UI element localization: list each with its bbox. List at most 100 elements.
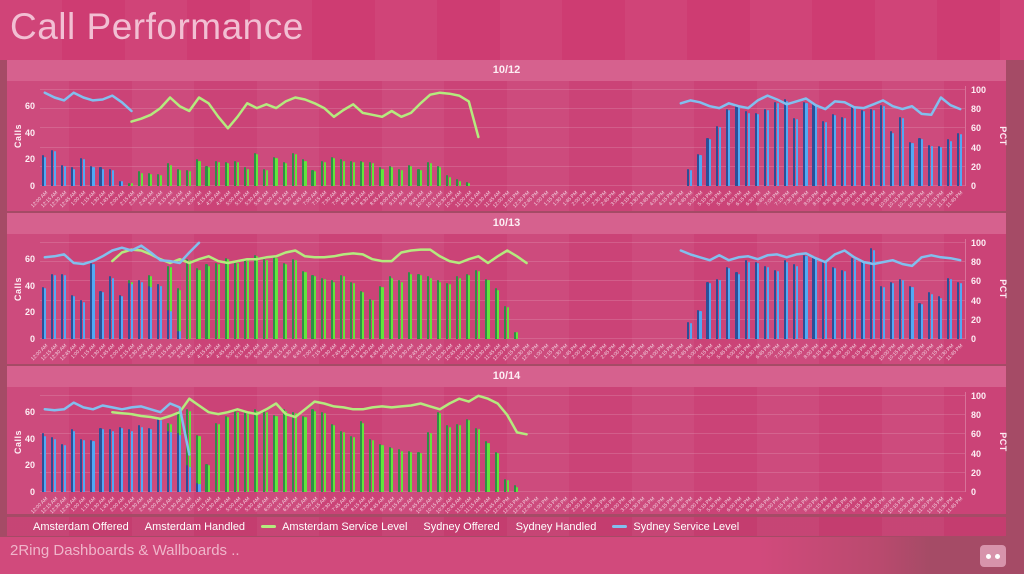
- pager-button[interactable]: [980, 545, 1006, 567]
- bar-sydney-handled: [853, 107, 856, 186]
- bar-sydney-offered: [706, 281, 709, 339]
- bar-amsterdam-offered: [446, 425, 449, 492]
- bar-amsterdam-handled: [362, 162, 365, 186]
- left-axis-tick: 60: [24, 254, 35, 264]
- bar-amsterdam-offered: [427, 432, 430, 492]
- bar-sydney-offered: [870, 248, 873, 339]
- sydney-service-level-swatch: [612, 525, 628, 528]
- bar-amsterdam-offered: [330, 424, 333, 492]
- bar-amsterdam-handled: [391, 448, 394, 492]
- page-title: Call Performance: [10, 6, 304, 47]
- bar-amsterdam-handled: [516, 486, 519, 492]
- bar-sydney-offered: [831, 114, 834, 186]
- bar-sydney-handled: [53, 151, 56, 186]
- legend-label: Amsterdam Service Level: [282, 520, 408, 533]
- bar-sydney-offered: [947, 139, 950, 186]
- bar-amsterdam-offered: [475, 269, 478, 339]
- bar-sydney-offered: [879, 285, 883, 339]
- bar-sydney-offered: [80, 438, 83, 492]
- bar-amsterdam-handled: [477, 429, 480, 492]
- bar-amsterdam-offered: [147, 172, 150, 186]
- bar-amsterdam-offered: [494, 288, 497, 339]
- bar-amsterdam-offered: [166, 265, 170, 339]
- bar-amsterdam-offered: [427, 276, 430, 339]
- gridline: [40, 433, 965, 435]
- right-axis-tick: 0: [971, 334, 977, 344]
- bar-sydney-handled: [911, 287, 914, 339]
- service-level-lines: [43, 241, 962, 268]
- bar-amsterdam-handled: [439, 281, 442, 339]
- bar-amsterdam-handled: [468, 183, 471, 186]
- bar-sydney-handled: [872, 110, 875, 186]
- bar-amsterdam-offered: [282, 409, 285, 492]
- legend-label: Amsterdam Handled: [144, 520, 246, 533]
- bar-sydney-offered: [928, 292, 931, 339]
- bar-sydney-offered: [51, 437, 54, 492]
- bar-sydney-offered: [937, 296, 940, 339]
- bar-amsterdam-handled: [198, 436, 201, 492]
- bar-sydney-offered: [51, 273, 54, 339]
- bar-amsterdam-offered: [427, 162, 430, 186]
- bar-amsterdam-offered: [321, 160, 324, 186]
- bar-amsterdam-offered: [311, 409, 314, 492]
- right-axis-tick: 80: [971, 410, 982, 421]
- bar-amsterdam-handled: [342, 160, 346, 186]
- bar-sydney-handled: [44, 156, 47, 186]
- bar-sydney-offered: [696, 154, 699, 186]
- bar-amsterdam-offered: [243, 259, 247, 339]
- right-axis-tick: 60: [971, 123, 982, 134]
- panel-date: 10/14: [7, 366, 1006, 387]
- bar-sydney-offered: [60, 273, 64, 339]
- bar-sydney-offered: [773, 102, 777, 186]
- bar-sydney-handled: [738, 273, 741, 339]
- bar-amsterdam-handled: [362, 292, 365, 339]
- legend-item-sydney-offered: Sydney Offered: [423, 521, 500, 574]
- bar-amsterdam-offered: [195, 268, 198, 339]
- legend-label: Sydney Service Level: [633, 520, 740, 533]
- bar-sydney-offered: [831, 267, 834, 339]
- bar-amsterdam-handled: [265, 170, 268, 186]
- bar-sydney-offered: [725, 267, 728, 339]
- bar-sydney-handled: [111, 170, 114, 186]
- bar-sydney-handled: [102, 429, 105, 492]
- bar-sydney-offered: [195, 482, 198, 492]
- bar-amsterdam-handled: [410, 166, 413, 186]
- bar-amsterdam-offered: [349, 436, 353, 492]
- bar-sydney-offered: [89, 263, 92, 339]
- sydney-service-level-line: [679, 249, 962, 268]
- right-axis-tick: 100: [971, 390, 987, 401]
- bar-amsterdam-offered: [205, 464, 208, 492]
- bar-sydney-handled: [728, 110, 731, 186]
- bar-amsterdam-offered: [407, 272, 410, 339]
- bar-amsterdam-handled: [420, 275, 423, 339]
- bar-sydney-handled: [892, 283, 895, 339]
- bar-sydney-handled: [805, 103, 808, 186]
- bar-amsterdam-handled: [352, 162, 355, 186]
- bar-sydney-handled: [102, 168, 105, 186]
- bar-amsterdam-offered: [195, 159, 198, 186]
- bar-sydney-handled: [911, 143, 914, 186]
- bar-sydney-handled: [921, 304, 924, 339]
- bar-sydney-offered: [918, 138, 921, 186]
- bar-amsterdam-offered: [195, 434, 198, 492]
- gridline: [40, 261, 965, 263]
- bar-sydney-handled: [776, 271, 779, 339]
- bar-sydney-offered: [51, 150, 54, 186]
- bar-amsterdam-handled: [458, 180, 461, 186]
- bar-sydney-offered: [889, 131, 892, 186]
- bar-amsterdam-offered: [359, 160, 362, 186]
- bar-sydney-handled: [853, 259, 856, 339]
- bar-amsterdam-offered: [301, 271, 304, 339]
- bar-sydney-offered: [957, 281, 960, 339]
- bar-amsterdam-offered: [311, 170, 314, 186]
- bar-sydney-handled: [815, 257, 818, 339]
- right-axis-tick: 0: [971, 487, 977, 497]
- bar-sydney-offered: [89, 166, 92, 186]
- bar-amsterdam-offered: [205, 166, 208, 186]
- bar-amsterdam-offered: [407, 164, 410, 186]
- bar-sydney-offered: [716, 126, 719, 186]
- bar-sydney-handled: [53, 438, 56, 492]
- bar-amsterdam-offered: [215, 422, 218, 492]
- bar-amsterdam-offered: [436, 280, 439, 339]
- bar-amsterdam-handled: [400, 170, 403, 186]
